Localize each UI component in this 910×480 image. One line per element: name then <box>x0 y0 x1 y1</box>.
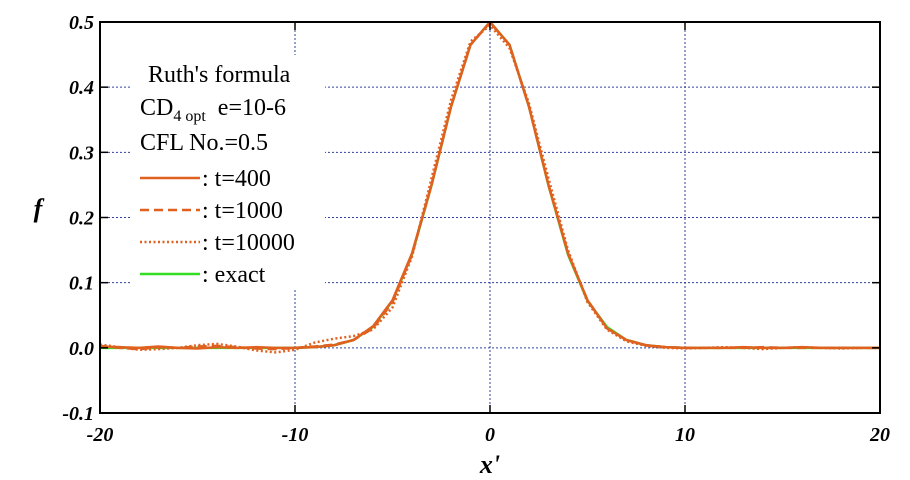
x-tick-label: -10 <box>282 424 309 446</box>
annotation-cfl: CFL No.=0.5 <box>140 130 268 156</box>
legend-entries: : t=400 : t=1000 : t=10000 : exact <box>140 166 295 288</box>
legend: Ruth's formula CD4 opt e=10-6 CFL No.=0.5… <box>140 62 295 288</box>
x-tick-label: 0 <box>485 424 495 446</box>
x-tick-label: 20 <box>869 424 890 446</box>
series-line <box>100 22 880 350</box>
annotation-scheme-main: CD <box>140 95 173 121</box>
x-tick-label: 10 <box>675 424 695 446</box>
annotation-scheme-param: e=10-6 <box>218 95 286 121</box>
annotation-method: Ruth's formula <box>148 62 291 88</box>
y-tick-label: 0.5 <box>69 12 94 34</box>
y-tick-label: 0.3 <box>69 142 94 164</box>
y-axis-label: f <box>34 194 45 223</box>
x-tick-label: -20 <box>87 424 114 446</box>
annotation-scheme-sub: 4 opt <box>173 108 206 125</box>
legend-label: : t=10000 <box>202 230 295 256</box>
y-tick-label: 0.4 <box>69 77 94 99</box>
legend-background <box>130 55 325 290</box>
tick-labels: -20 -10 0 10 20 -0.1 0.0 0.1 0.2 0.3 0.4 0.5 <box>62 12 890 446</box>
legend-label: : exact <box>202 262 266 288</box>
annotation-scheme: CD4 opt e=10-6 <box>140 95 286 125</box>
y-tick-label: 0.1 <box>69 273 94 295</box>
tick-marks <box>99 21 881 414</box>
y-tick-label: 0.0 <box>69 338 94 360</box>
legend-label: : t=1000 <box>202 198 283 224</box>
y-tick-label: -0.1 <box>62 403 94 425</box>
y-tick-label: 0.2 <box>69 208 94 230</box>
legend-label: : t=400 <box>202 166 271 192</box>
x-axis-label: x' <box>479 450 500 479</box>
